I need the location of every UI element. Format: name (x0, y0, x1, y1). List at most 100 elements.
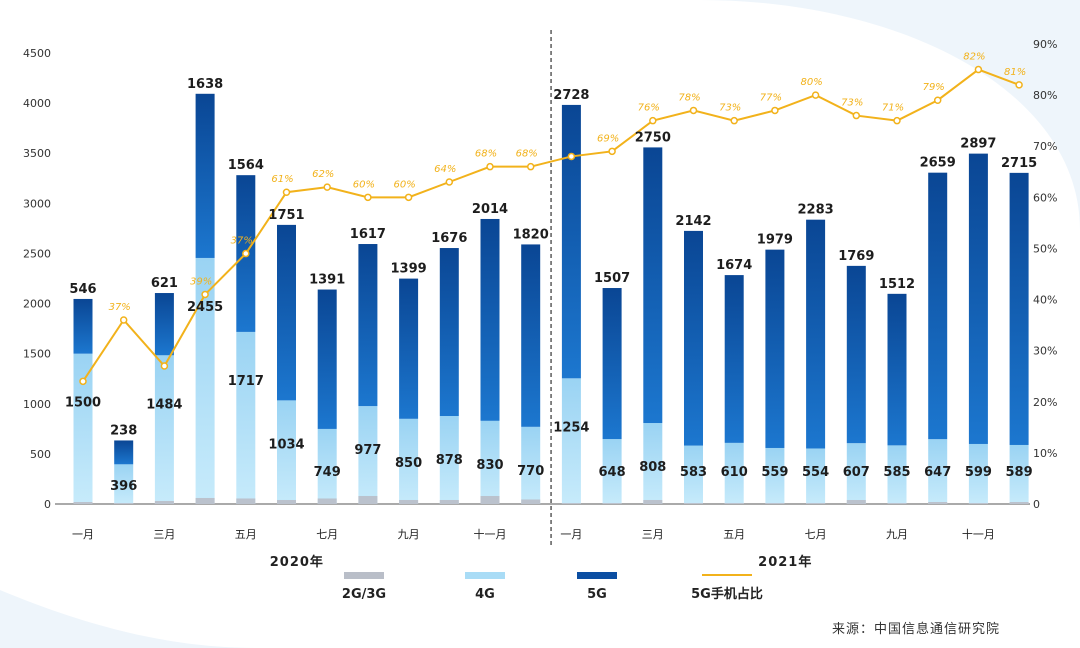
y2-tick-label: 80% (1033, 89, 1057, 102)
bar-label-4g: 610 (721, 465, 748, 480)
bar-5g (928, 172, 948, 440)
share-point (160, 362, 169, 370)
bar-4g (602, 439, 622, 504)
share-point (771, 106, 779, 115)
bar-2g3g (73, 501, 93, 504)
bar-label-5g: 2897 (960, 137, 996, 152)
bar-5g (277, 224, 296, 401)
share-label: 64% (434, 164, 456, 175)
bar-label-5g: 621 (151, 276, 178, 291)
bar-4g (765, 447, 785, 504)
bar-4g (358, 406, 378, 504)
bar-label-4g: 559 (761, 465, 788, 480)
bar-5g (724, 275, 744, 443)
share-label: 71% (882, 103, 904, 114)
x-tick-label: 一月 (560, 528, 582, 541)
data-labels: 546 1500 238 396 621 1484 1638 2455 1564 1717 1751… (65, 52, 1037, 494)
share-label: 76% (638, 103, 660, 114)
source-note: 来源：中国信息通信研究院 (832, 621, 1000, 637)
bar-5g (154, 293, 174, 356)
bar-4g (154, 355, 174, 504)
bar-label-5g: 2750 (635, 130, 671, 145)
bar-label-4g: 1717 (228, 374, 264, 389)
share-point (974, 65, 983, 74)
bar-label-5g: 1979 (757, 233, 793, 248)
share-point (364, 193, 372, 202)
bar-4g (724, 442, 744, 504)
bar-5g (887, 293, 907, 446)
x-tick-label: 五月 (235, 528, 257, 541)
bar-label-4g: 647 (924, 465, 951, 480)
x-tick-label: 一月 (72, 528, 94, 541)
bar-4g (317, 428, 337, 504)
bar-5g (439, 248, 459, 417)
share-point (608, 147, 616, 156)
y-tick-label: 0 (44, 498, 51, 511)
legend-swatch (344, 572, 384, 579)
bar-label-5g: 1507 (594, 271, 630, 286)
bar-label-5g: 546 (69, 282, 96, 297)
share-point (486, 162, 494, 171)
bar-5g (602, 288, 622, 440)
bar-5g (765, 249, 785, 448)
bar-4g (277, 400, 296, 504)
y2-tick-label: 40% (1033, 294, 1057, 307)
share-point (404, 193, 413, 202)
y-tick-label: 3500 (23, 147, 51, 160)
y2-tick-label: 70% (1033, 140, 1057, 153)
bar-5g (968, 153, 988, 444)
bar-label-5g: 1512 (879, 277, 915, 292)
background-arc (0, 590, 260, 648)
bar-label-5g: 1638 (187, 77, 223, 92)
bar-label-5g: 238 (110, 423, 137, 438)
bar-label-4g: 2455 (187, 300, 223, 315)
share-point (79, 377, 87, 386)
y2-tick-label: 50% (1033, 242, 1057, 255)
bar-5g (643, 147, 663, 424)
bar-4g (195, 257, 215, 504)
bar-label-4g: 607 (843, 465, 870, 480)
y-tick-label: 1000 (23, 398, 51, 411)
bar-label-4g: 554 (802, 465, 829, 480)
bar-5g (73, 298, 93, 354)
bar-2g3g (643, 499, 663, 504)
y-tick-label: 1500 (23, 348, 51, 361)
x-tick-label: 七月 (316, 528, 338, 541)
share-point (689, 106, 698, 115)
bar-2g3g (399, 499, 419, 504)
bar-label-4g: 589 (1006, 465, 1033, 480)
bar-2g3g (928, 501, 948, 504)
share-point (811, 91, 820, 99)
bar-2g3g (277, 499, 296, 504)
share-label: 73% (719, 103, 741, 114)
bar-2g3g (887, 502, 907, 504)
bar-2g3g (317, 498, 337, 504)
bar-label-5g: 1617 (350, 227, 386, 242)
bar-label-4g: 770 (517, 464, 544, 479)
legend-swatch (465, 572, 505, 579)
bar-2g3g (358, 495, 378, 504)
legend-label: 5G手机占比 (691, 586, 763, 602)
bar-2g3g (195, 497, 215, 504)
y-tick-label: 500 (30, 448, 51, 461)
bar-label-5g: 2142 (675, 214, 711, 229)
bar-label-5g: 1391 (309, 273, 345, 288)
share-point (649, 116, 657, 125)
share-point (730, 116, 738, 125)
bar-4g (846, 443, 866, 504)
bar-2g3g (602, 502, 622, 504)
bar-5g (1009, 172, 1029, 445)
share-point (567, 152, 576, 161)
x-tick-label: 十一月 (962, 527, 995, 541)
bar-2g3g (480, 495, 500, 504)
x-tick-label: 九月 (886, 528, 908, 541)
bar-label-5g: 1674 (716, 258, 752, 273)
bar-4g (399, 418, 419, 504)
bars (73, 93, 1029, 504)
bar-label-4g: 1500 (65, 396, 101, 411)
y2-tick-label: 10% (1033, 447, 1057, 460)
bar-2g3g (439, 499, 459, 504)
background-arc (700, 0, 1080, 230)
share-label: 80% (800, 77, 822, 88)
